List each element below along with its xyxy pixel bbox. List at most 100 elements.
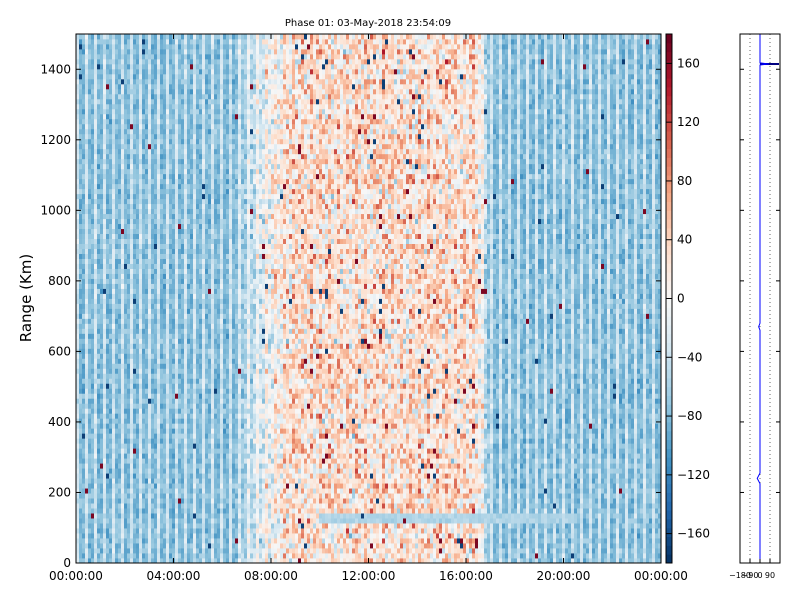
heatmap-cell	[109, 48, 113, 55]
heatmap-cell	[88, 343, 92, 349]
heatmap-cell	[145, 98, 149, 105]
heatmap-cell	[151, 358, 155, 364]
heatmap-cell	[163, 498, 167, 504]
heatmap-cell	[148, 363, 152, 369]
heatmap-cell	[175, 173, 179, 180]
heatmap-cell	[190, 178, 194, 185]
heatmap-cell	[97, 58, 101, 65]
heatmap-cell	[79, 43, 83, 50]
heatmap-cell	[202, 528, 206, 534]
heatmap-cell	[121, 228, 125, 235]
heatmap-cell	[124, 553, 128, 559]
heatmap-cell	[115, 88, 119, 95]
heatmap-cell	[112, 403, 116, 409]
heatmap-cell	[82, 333, 86, 339]
heatmap-cell	[175, 188, 179, 195]
heatmap-cell	[118, 398, 122, 404]
heatmap-cell	[181, 433, 185, 439]
heatmap-cell	[211, 333, 215, 339]
heatmap-cell	[109, 268, 113, 274]
heatmap-cell	[91, 538, 95, 544]
heatmap-cell	[133, 368, 137, 374]
heatmap-cell	[91, 458, 95, 464]
heatmap-cell	[112, 428, 116, 434]
heatmap-cell	[187, 298, 191, 304]
heatmap-cell	[157, 313, 161, 319]
heatmap-cell	[115, 138, 119, 145]
heatmap-cell	[112, 88, 116, 95]
heatmap-cell	[79, 433, 83, 439]
heatmap-cell	[208, 413, 212, 419]
heatmap-cell	[205, 443, 209, 449]
heatmap-cell	[121, 448, 125, 454]
heatmap-cell	[211, 78, 215, 85]
heatmap-cell	[196, 498, 200, 504]
heatmap-cell	[172, 308, 176, 314]
heatmap-cell	[205, 288, 209, 294]
heatmap-cell	[130, 88, 134, 95]
heatmap-cell	[97, 478, 101, 484]
heatmap-cell	[103, 483, 107, 489]
heatmap-cell	[181, 108, 185, 115]
heatmap-cell	[88, 243, 92, 249]
heatmap-cell	[196, 38, 200, 45]
heatmap-cell	[208, 513, 212, 519]
heatmap-cell	[175, 233, 179, 240]
heatmap-cell	[187, 538, 191, 544]
heatmap-cell	[196, 328, 200, 334]
heatmap-cell	[154, 203, 158, 210]
heatmap-cell	[100, 558, 104, 564]
heatmap-cell	[76, 523, 80, 529]
heatmap-cell	[178, 408, 182, 414]
heatmap-cell	[190, 403, 194, 409]
heatmap-cell	[91, 243, 95, 249]
heatmap-cell	[79, 333, 83, 339]
heatmap-cell	[154, 213, 158, 220]
heatmap-cell	[202, 503, 206, 509]
heatmap-cell	[112, 393, 116, 399]
heatmap-cell	[145, 378, 149, 384]
heatmap-cell	[193, 463, 197, 469]
heatmap-cell	[136, 393, 140, 399]
heatmap-cell	[202, 218, 206, 225]
heatmap-cell	[82, 368, 86, 374]
heatmap-cell	[202, 163, 206, 170]
heatmap-cell	[136, 223, 140, 230]
heatmap-cell	[133, 468, 137, 474]
heatmap-cell	[85, 358, 89, 364]
heatmap-cell	[160, 198, 164, 205]
heatmap-cell	[130, 268, 134, 274]
heatmap-cell	[97, 313, 101, 319]
heatmap-cell	[199, 423, 203, 429]
heatmap-cell	[169, 83, 173, 90]
heatmap-cell	[190, 468, 194, 474]
heatmap-cell	[106, 208, 110, 215]
heatmap-cell	[136, 328, 140, 334]
heatmap-cell	[190, 538, 194, 544]
heatmap-cell	[79, 293, 83, 299]
heatmap-cell	[175, 308, 179, 314]
heatmap-cell	[184, 48, 188, 55]
heatmap-cell	[85, 483, 89, 489]
heatmap-cell	[106, 293, 110, 299]
heatmap-cell	[172, 368, 176, 374]
heatmap-cell	[166, 438, 170, 444]
heatmap-cell	[169, 263, 173, 269]
heatmap-cell	[202, 418, 206, 424]
heatmap-cell	[133, 118, 137, 125]
heatmap-cell	[151, 393, 155, 399]
heatmap-cell	[118, 303, 122, 309]
heatmap-cell	[124, 428, 128, 434]
heatmap-cell	[190, 428, 194, 434]
heatmap-cell	[154, 73, 158, 80]
heatmap-cell	[193, 538, 197, 544]
heatmap-cell	[175, 553, 179, 559]
heatmap-cell	[103, 458, 107, 464]
heatmap-cell	[91, 358, 95, 364]
heatmap-cell	[172, 403, 176, 409]
heatmap-cell	[118, 353, 122, 359]
heatmap-cell	[208, 263, 212, 269]
heatmap-cell	[145, 133, 149, 140]
heatmap-cell	[166, 308, 170, 314]
heatmap-cell	[199, 513, 203, 519]
